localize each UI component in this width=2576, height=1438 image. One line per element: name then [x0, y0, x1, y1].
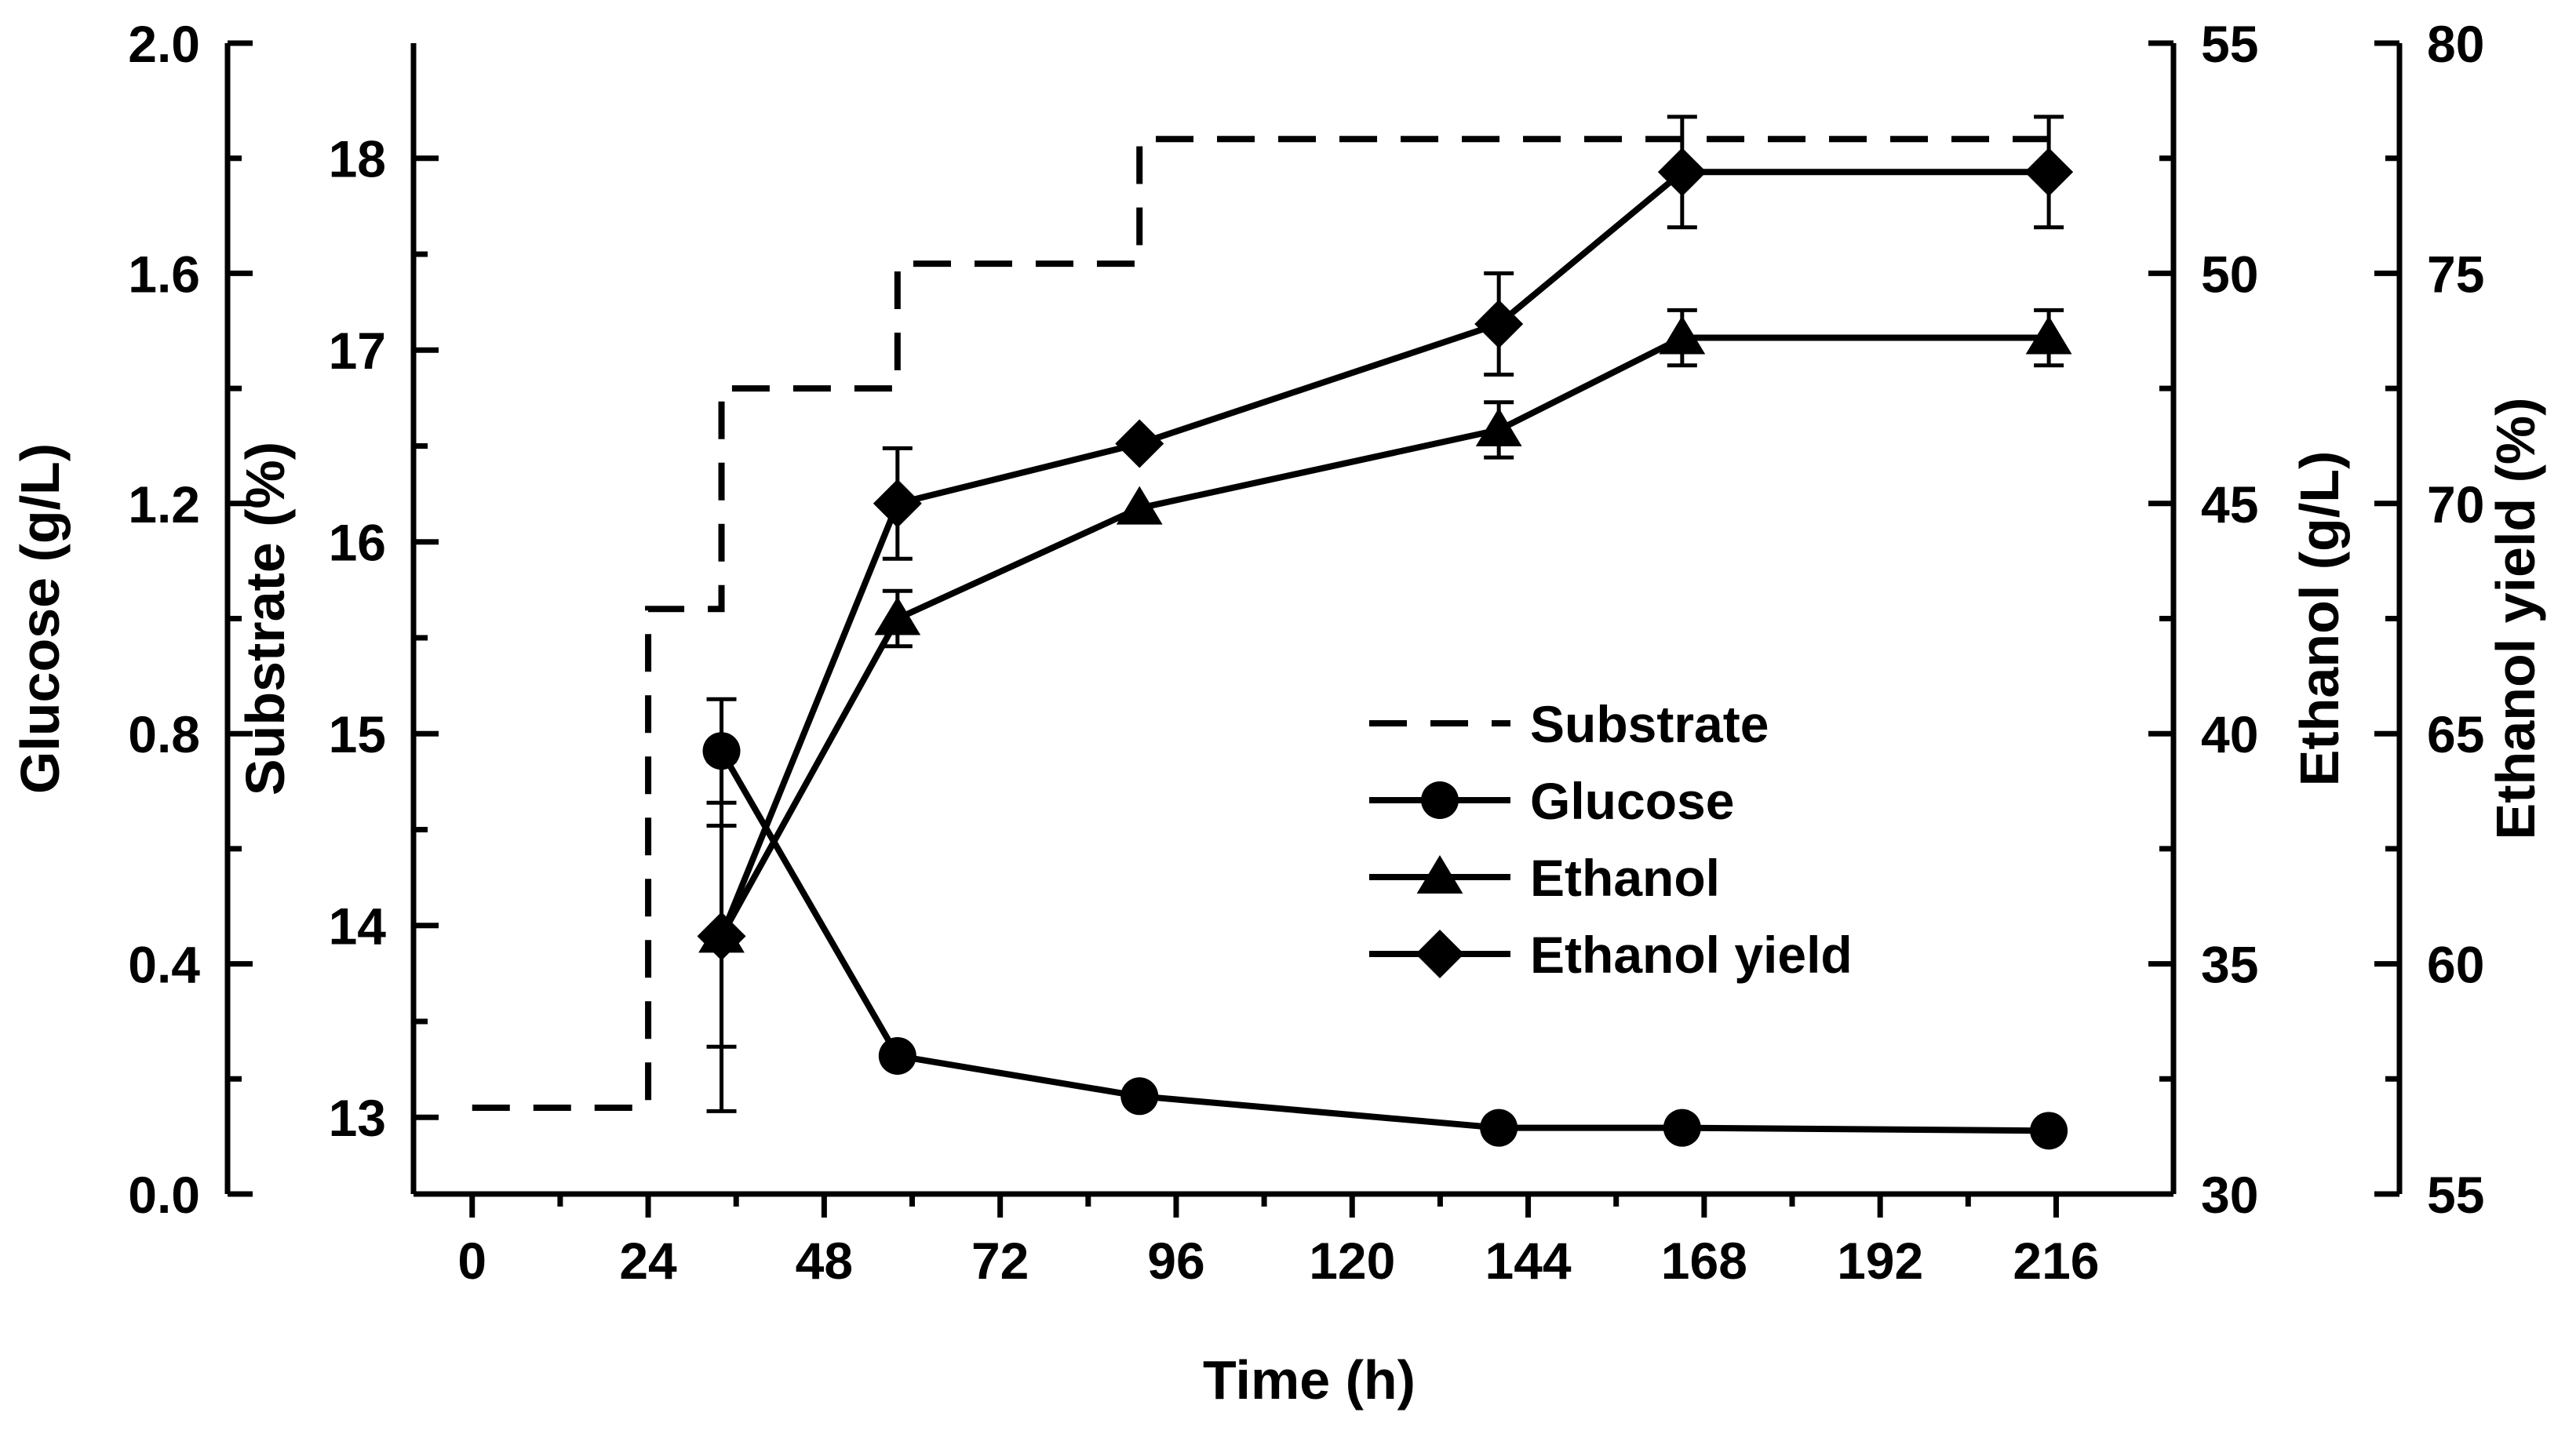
substrate-axis-tick-label: 16: [329, 514, 386, 572]
substrate-axis-tick-label: 15: [329, 705, 386, 763]
glucose-axis-tick-label: 1.6: [128, 245, 200, 303]
glucose-axis-title: Glucose (g/L): [9, 443, 71, 794]
yield-axis-tick-label: 65: [2427, 705, 2484, 763]
glucose-axis-tick-label: 0.4: [128, 936, 200, 994]
substrate-axis-tick-label: 17: [329, 322, 386, 380]
substrate-axis-tick-label: 14: [329, 897, 387, 956]
ethanol-yield-point: [1115, 419, 1164, 468]
x-tick-label: 168: [1661, 1232, 1747, 1290]
yield-axis-tick-label: 70: [2427, 475, 2484, 533]
ethanol-point: [874, 596, 921, 635]
glucose-axis-tick-label: 0.8: [128, 705, 200, 763]
glucose-axis-tick-label: 0.0: [128, 1166, 200, 1224]
x-tick-label: 72: [971, 1232, 1029, 1290]
ethanol-point: [2025, 315, 2072, 355]
axes-layer: 0 24 48 72 96 120 144 168 192 216 0.0 0.4 0.8 1.2 1.6 2…: [9, 15, 2546, 1290]
x-tick-label: 120: [1309, 1232, 1395, 1290]
ethanol-point: [1659, 315, 1706, 355]
ethanol-line: [719, 334, 2050, 938]
x-tick-label: 24: [619, 1232, 677, 1290]
x-tick-label: 216: [2013, 1232, 2099, 1290]
substrate-axis-title: Substrate (%): [235, 442, 296, 795]
substrate-axis-tick-label: 13: [329, 1089, 386, 1147]
ethanol-point: [1475, 407, 1522, 446]
legend-glucose-marker: [1421, 781, 1459, 819]
ethanol-yield-point: [2024, 147, 2074, 197]
x-tick-label: 96: [1147, 1232, 1204, 1290]
x-axis-title: Time (h): [1203, 1349, 1416, 1411]
substrate-line: [472, 136, 2057, 1111]
ethanol-axis-tick-label: 55: [2201, 15, 2258, 73]
glucose-point: [1120, 1077, 1159, 1116]
ethanol-axis-tick-label: 30: [2201, 1166, 2258, 1224]
ethanol-yield-point: [873, 479, 922, 528]
ethanol-yield-line: [718, 169, 2050, 937]
yield-axis-tick-label: 80: [2427, 15, 2484, 73]
legend-ethanol-yield-marker: [1416, 930, 1464, 978]
yield-axis-title: Ethanol yield (%): [2485, 398, 2546, 840]
ethanol-yield-point: [697, 912, 746, 961]
x-tick-label: 48: [796, 1232, 853, 1290]
legend-ethanol-yield-label: Ethanol yield: [1530, 926, 1853, 984]
legend-substrate-label: Substrate: [1530, 695, 1769, 753]
legend-ethanol-marker: [1416, 855, 1463, 894]
substrate-axis-tick-label: 18: [329, 130, 386, 188]
glucose-axis-tick-label: 2.0: [128, 15, 200, 73]
ethanol-axis-tick-label: 40: [2201, 705, 2258, 763]
glucose-point: [2030, 1112, 2068, 1150]
yield-axis-tick-label: 60: [2427, 936, 2484, 994]
glucose-axis-tick-label: 1.2: [128, 475, 200, 533]
ethanol-axis-tick-label: 50: [2201, 245, 2258, 303]
ethanol-axis-title: Ethanol (g/L): [2289, 451, 2350, 787]
glucose-point: [878, 1036, 916, 1075]
x-tick-label: 0: [457, 1232, 486, 1290]
glucose-line: [719, 749, 2050, 1134]
series-layer: [472, 115, 2074, 1150]
legend-ethanol-label: Ethanol: [1530, 849, 1720, 907]
ethanol-axis-tick-label: 35: [2201, 936, 2258, 994]
ethanol-yield-point: [1657, 147, 1707, 197]
yield-axis-tick-label: 55: [2427, 1166, 2484, 1224]
glucose-point: [1663, 1109, 1701, 1147]
ethanol-axis-tick-label: 45: [2201, 475, 2258, 533]
ethanol-point: [1116, 486, 1163, 525]
yield-axis-tick-label: 75: [2427, 245, 2484, 303]
glucose-point: [1480, 1109, 1518, 1147]
legend: Substrate Glucose Ethanol Ethanol yield: [1369, 695, 1853, 984]
x-tick-label: 144: [1485, 1232, 1572, 1290]
ethanol-yield-point: [1474, 299, 1524, 348]
x-tick-label: 192: [1837, 1232, 1923, 1290]
legend-glucose-label: Glucose: [1530, 772, 1734, 830]
